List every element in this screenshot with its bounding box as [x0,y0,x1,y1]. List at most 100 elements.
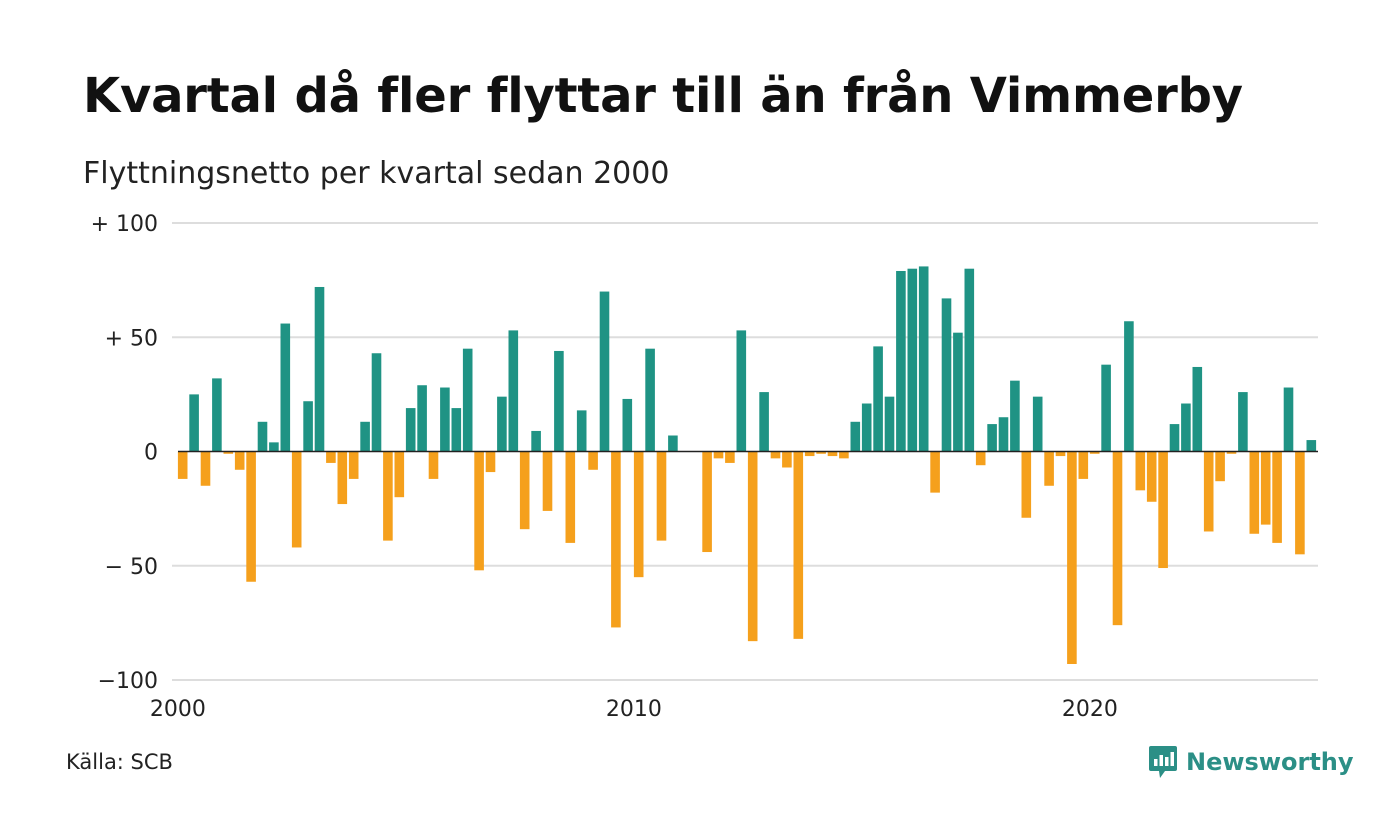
newsworthy-logo-icon [1149,746,1177,778]
bar [1055,451,1066,457]
bar [565,451,576,543]
bar [622,398,633,452]
bar [246,451,256,582]
bar [964,268,975,452]
y-tick-label: 0 [144,441,158,466]
bar [747,451,758,642]
bar [234,451,245,470]
axes: + 100 + 50 0 − 50 −100 2000 2010 2020 [91,212,1318,722]
bar [485,451,496,473]
bar [394,451,405,498]
bar [713,451,724,459]
chart-subtitle: Flyttningsnetto per kvartal sedan 2000 [83,156,670,191]
bar [1306,440,1317,452]
brand-name: Newsworthy [1186,748,1354,776]
bar [633,451,644,578]
bar [451,408,462,452]
bar [656,451,667,541]
bar [1032,396,1043,452]
bar [907,268,918,452]
bar [314,286,325,452]
bar [816,451,826,454]
bar [1067,451,1077,664]
bar [280,323,291,452]
y-tick-label: + 100 [91,212,158,237]
bar [497,396,507,452]
y-tick-label: −100 [98,669,158,694]
bar [1078,451,1089,479]
brand-logo: Newsworthy [1148,742,1354,782]
bar [348,451,359,479]
bar [611,451,621,628]
bar [383,451,393,541]
bar [462,348,473,452]
bar [554,350,564,452]
bar [440,387,450,452]
bar [1101,364,1111,452]
bar [1146,451,1157,502]
bar [337,451,348,505]
bar [725,451,735,463]
bar [1135,451,1146,491]
bar [1249,451,1260,534]
bar [1124,321,1134,452]
bar [975,451,986,466]
bar [736,330,747,452]
bar [953,332,963,452]
bar [1044,451,1054,486]
bar [1260,451,1271,525]
bar [531,430,541,452]
bar [1226,451,1237,454]
bar [291,451,302,548]
bar [759,392,769,452]
bar [303,401,313,452]
bar [1089,451,1100,454]
bar [702,451,712,553]
bar [474,451,484,571]
bar [360,421,370,452]
bar [782,451,792,468]
bar [873,346,883,452]
bar [1272,451,1282,543]
chart-title: Kvartal då fler flyttar till än från Vim… [83,68,1243,124]
bar [269,442,279,452]
x-tick-label: 2000 [150,697,206,722]
bar [1203,451,1214,532]
bar [1295,451,1305,555]
bar [588,451,598,470]
bar [668,435,678,452]
bar [542,451,553,511]
bar [1010,380,1020,452]
x-tick-label: 2020 [1062,697,1118,722]
bar [930,451,940,493]
bar [599,291,610,452]
bar [1238,392,1248,452]
bar [770,451,781,459]
bar [1158,451,1168,569]
bar [405,408,416,452]
bar [896,270,906,452]
bar [212,378,222,452]
bars [177,266,1317,664]
x-tick-label: 2010 [606,697,662,722]
bar [576,410,587,452]
bar [850,421,861,452]
bar [918,266,929,452]
bar [371,353,382,452]
bar [417,385,427,452]
y-tick-label: − 50 [105,555,158,580]
source-label: Källa: SCB [66,750,173,774]
bar [941,298,952,452]
bar [839,451,849,459]
bar [428,451,439,479]
bar [200,451,211,486]
bar [257,421,268,452]
bar [189,394,199,452]
bar [177,451,188,479]
bar [793,451,804,639]
bar [645,348,655,452]
bar [998,417,1009,452]
bar [1215,451,1225,482]
bar [1021,451,1032,518]
y-tick-label: + 50 [105,326,158,351]
